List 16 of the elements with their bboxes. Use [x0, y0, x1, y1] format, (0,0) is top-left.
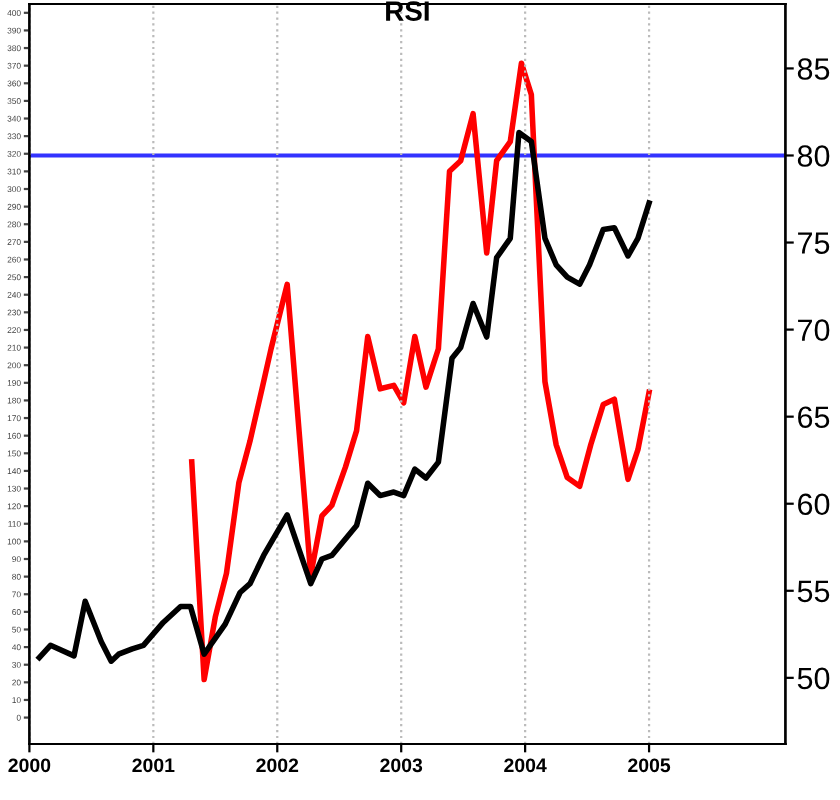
x-tick-label: 2004 [504, 758, 547, 773]
line-series [188, 60, 652, 683]
y2-tick-label: 65 [798, 406, 830, 429]
y2-tick-label: 60 [798, 493, 830, 516]
y2-tick-label: 55 [797, 580, 830, 603]
x-tick-label: 2005 [628, 758, 671, 773]
y2-tick-label: 85 [797, 58, 830, 80]
x-tick-label: 2000 [8, 758, 51, 773]
y2-tick-label: 80 [797, 145, 830, 167]
x-tick-label: 2001 [132, 758, 175, 773]
line-series [36, 129, 652, 664]
x-tick-label: 2003 [380, 758, 423, 773]
y2-tick-label: 50 [797, 667, 830, 690]
y2-tick-label: 75 [798, 232, 830, 254]
x-tick-label: 2002 [256, 758, 299, 773]
y2-tick-label: 70 [798, 319, 830, 341]
